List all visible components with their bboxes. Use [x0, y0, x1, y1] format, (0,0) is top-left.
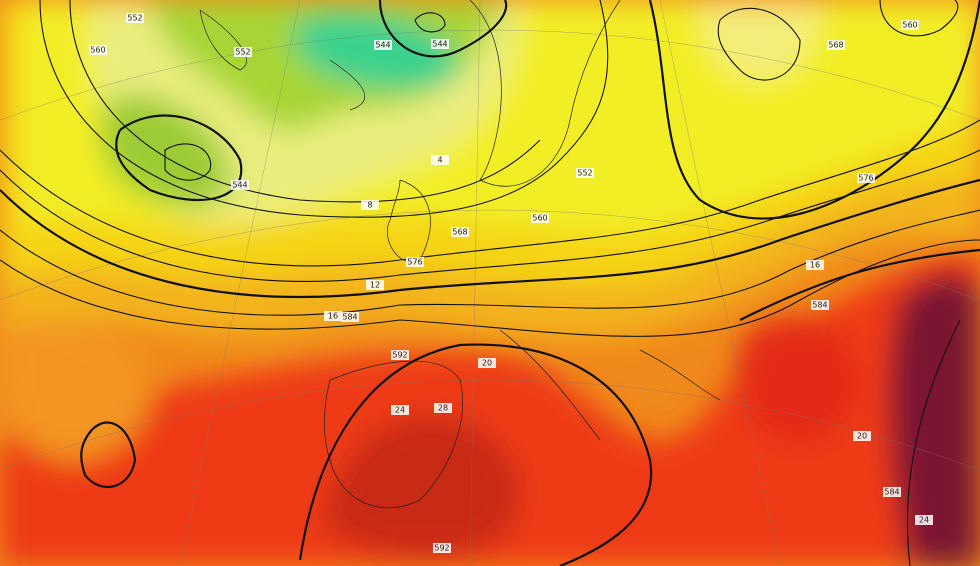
contour-label: 592	[392, 351, 407, 360]
label-background	[361, 200, 379, 210]
contour-label: 568	[828, 41, 843, 50]
contour-label: 552	[127, 14, 142, 23]
contour-label: 560	[902, 21, 917, 30]
contour-label: 576	[858, 174, 873, 183]
contour-label: 552	[235, 48, 250, 57]
temperature-label: 16	[328, 312, 338, 321]
contour-label: 544	[432, 40, 447, 49]
label-background	[406, 257, 424, 267]
label-background	[433, 543, 451, 553]
label-background	[341, 312, 359, 322]
label-background	[901, 20, 919, 30]
label-background	[431, 39, 449, 49]
label-background	[391, 350, 409, 360]
temperature-label: 20	[482, 359, 492, 368]
contour-label: 560	[90, 46, 105, 55]
label-background	[857, 173, 875, 183]
temperature-label: 28	[438, 404, 448, 413]
label-background	[451, 227, 469, 237]
contour-label: 584	[812, 301, 827, 310]
label-background	[827, 40, 845, 50]
label-background	[434, 403, 452, 413]
contour-labels: 552 560 552 544 544 544 568 576 584 592 560 552 576 5…	[89, 13, 933, 553]
contour-label: 544	[375, 41, 390, 50]
label-background	[231, 180, 249, 190]
label-background	[366, 280, 384, 290]
contour-label: 584	[342, 313, 357, 322]
label-background	[126, 13, 144, 23]
label-background	[853, 431, 871, 441]
contour-label: 568	[452, 228, 467, 237]
label-background	[883, 487, 901, 497]
temperature-label: 20	[857, 432, 867, 441]
temperature-label: 4	[437, 156, 442, 165]
label-background	[478, 358, 496, 368]
contour-label: 592	[434, 544, 449, 553]
label-background	[811, 300, 829, 310]
label-background	[915, 515, 933, 525]
label-background	[234, 47, 252, 57]
temperature-label: 16	[810, 261, 820, 270]
label-background	[806, 260, 824, 270]
contour-label: 576	[407, 258, 422, 267]
label-background	[531, 213, 549, 223]
contour-label: 560	[532, 214, 547, 223]
temperature-label: 12	[370, 281, 380, 290]
label-background	[576, 168, 594, 178]
label-background	[431, 155, 449, 165]
contour-label: 552	[577, 169, 592, 178]
temperature-label: 8	[367, 201, 372, 210]
contour-label: 544	[232, 181, 247, 190]
label-background	[391, 405, 409, 415]
label-background	[324, 311, 342, 321]
temperature-label: 24	[919, 516, 929, 525]
label-background	[374, 40, 392, 50]
label-background	[89, 45, 107, 55]
contour-label: 584	[884, 488, 899, 497]
temperature-label: 24	[395, 406, 405, 415]
